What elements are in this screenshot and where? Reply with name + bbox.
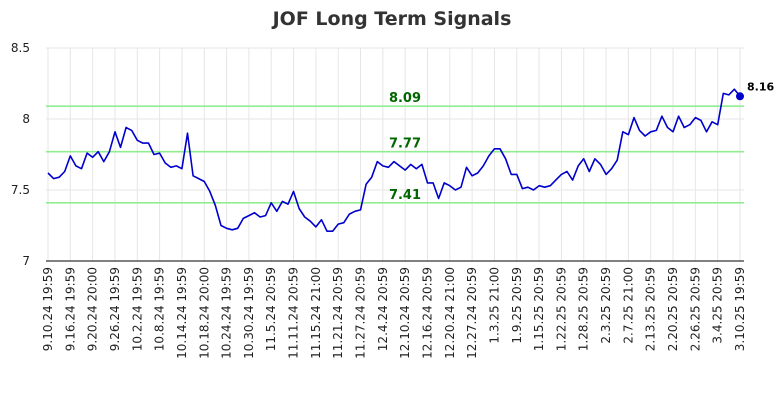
x-tick-label: 12.10.24 20:59 (398, 267, 412, 359)
x-tick-label: 1.3.25 21:00 (487, 267, 501, 344)
x-tick-label: 10.18.24 20:00 (197, 267, 211, 359)
signal-line-label: 7.77 (389, 137, 421, 152)
last-value-label: 8.16 (747, 80, 774, 93)
x-tick-label: 10.30.24 19:59 (242, 267, 256, 359)
x-tick-label: 9.16.24 19:59 (63, 267, 77, 351)
x-tick-label: 12.4.24 20:59 (376, 267, 390, 351)
x-tick-label: 3.4.25 20:59 (711, 267, 725, 344)
axes: 7 7.5 8 8.5 9.10.24 19:59 9.16.24 19:59 9.20.2… (11, 41, 747, 359)
x-tick-label: 9.26.24 19:59 (108, 267, 122, 351)
x-tick-label: 3.10.25 19:59 (733, 267, 747, 351)
x-tick-label: 11.5.24 20:59 (264, 267, 278, 351)
series (47, 88, 744, 232)
x-tick-label: 9.10.24 19:59 (41, 267, 55, 351)
signal-lines (46, 105, 744, 204)
x-tick-label: 1.22.25 20:59 (554, 267, 568, 351)
x-tick-label: 10.2.24 19:59 (130, 267, 144, 351)
x-tick-label: 11.11.24 20:59 (287, 267, 301, 359)
x-tick-label: 2.13.25 20:59 (644, 267, 658, 351)
x-tick-label: 11.27.24 20:59 (354, 267, 368, 359)
labels: 8.09 7.77 7.41 8.16 (389, 80, 775, 203)
x-tick-label: 11.15.24 21:00 (309, 267, 323, 359)
x-tick-label: 2.3.25 20:59 (599, 267, 613, 344)
x-tick-label: 12.27.24 20:59 (465, 267, 479, 359)
x-tick-label: 2.7.25 21:00 (621, 267, 635, 344)
x-tick-label: 12.16.24 20:59 (420, 267, 434, 359)
y-tick-label: 7 (22, 254, 30, 268)
y-tick-label: 7.5 (11, 183, 30, 197)
y-tick-label: 8.5 (11, 41, 30, 55)
grid (46, 47, 744, 262)
x-tick-label: 1.28.25 20:59 (577, 267, 591, 351)
x-tick-label: 1.15.25 20:59 (532, 267, 546, 351)
chart-title: JOF Long Term Signals (272, 8, 512, 30)
x-tick-label: 10.14.24 19:59 (175, 267, 189, 359)
last-point-marker (736, 92, 744, 101)
x-tick-label: 1.9.25 20:59 (510, 267, 524, 344)
x-tick-label: 12.20.24 21:00 (443, 267, 457, 359)
y-tick-label: 8 (22, 112, 30, 126)
x-tick-label: 11.21.24 20:59 (331, 267, 345, 359)
x-tick-label: 10.8.24 19:59 (153, 267, 167, 351)
price-series-line (47, 88, 741, 232)
signal-line-label: 7.41 (389, 188, 421, 203)
x-tick-label: 9.20.24 20:00 (86, 267, 100, 351)
x-tick-label: 10.24.24 19:59 (220, 267, 234, 359)
signal-line-label: 8.09 (389, 91, 421, 106)
x-tick-label: 2.20.25 20:59 (666, 267, 680, 351)
x-tick-label: 2.26.25 20:59 (688, 267, 702, 351)
